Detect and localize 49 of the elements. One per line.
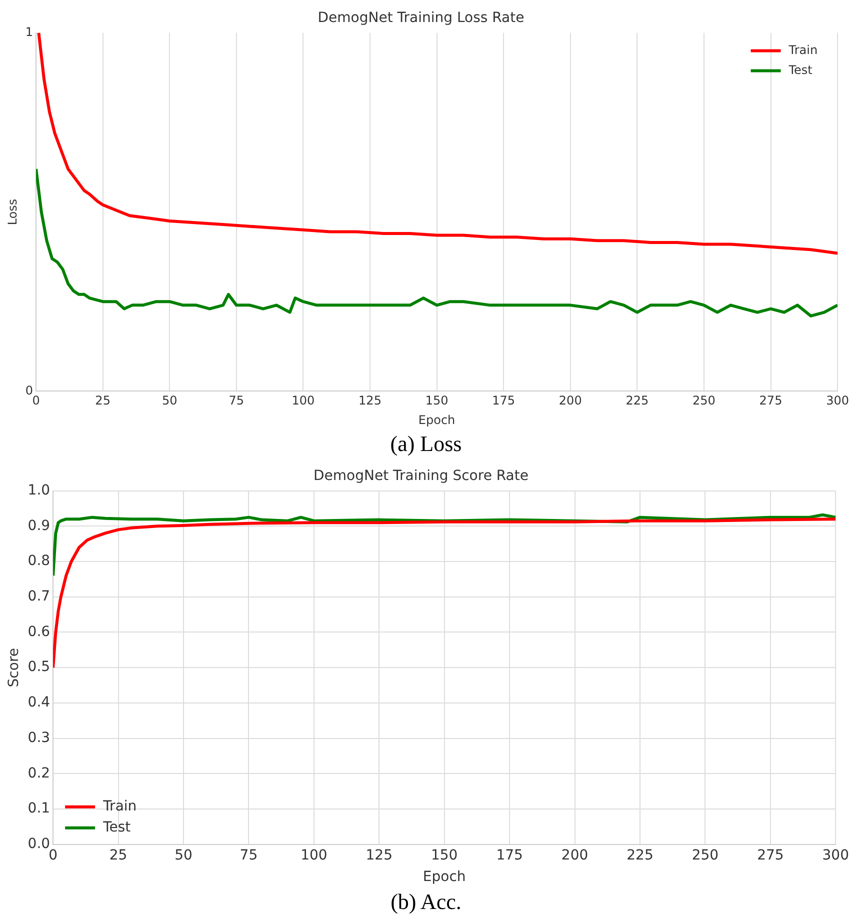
x-tick-label: 250 <box>692 394 716 408</box>
legend-label: Test <box>788 62 813 77</box>
x-axis-title: Epoch <box>422 869 466 886</box>
x-tick-label: 200 <box>558 394 582 408</box>
chart-title: DemogNet Training Loss Rate <box>318 10 524 26</box>
y-tick-label: 0.2 <box>28 765 50 782</box>
y-tick-label: 0.6 <box>28 624 50 640</box>
y-tick-label: 0.5 <box>28 659 50 676</box>
x-tick-label: 250 <box>692 847 719 864</box>
x-tick-label: 50 <box>174 847 192 864</box>
y-axis-title: Score <box>6 648 22 688</box>
x-tick-label: 75 <box>240 847 258 864</box>
text: (a) Loss <box>389 430 463 458</box>
x-tick-label: 150 <box>425 394 448 408</box>
x-tick-label: 25 <box>95 394 110 408</box>
x-tick-label: 150 <box>430 847 458 864</box>
x-tick-label: 100 <box>292 394 315 408</box>
x-tick-label: 225 <box>626 847 654 864</box>
y-tick-label: 1.0 <box>28 482 50 498</box>
y-tick-label: 0.8 <box>28 553 50 570</box>
y-tick-label: 0.3 <box>28 730 50 746</box>
x-tick-label: 300 <box>826 394 849 408</box>
x-tick-label: 125 <box>366 847 393 864</box>
y-tick-label: 0.1 <box>28 800 50 817</box>
legend-label: Train <box>788 42 818 57</box>
legend-label: Test <box>102 820 132 836</box>
x-tick-label: 225 <box>626 394 649 408</box>
x-axis-title: Epoch <box>418 412 456 427</box>
y-tick-label: 0.0 <box>28 836 50 852</box>
y-tick-label: 0 <box>25 383 34 398</box>
x-tick-label: 175 <box>492 394 516 408</box>
x-tick-label: 300 <box>822 847 850 864</box>
x-tick-label: 275 <box>759 394 782 408</box>
x-tick-label: 50 <box>162 394 178 408</box>
x-tick-label: 200 <box>561 847 588 864</box>
chart-title: DemogNet Training Score Rate <box>314 468 528 484</box>
x-tick-label: 125 <box>358 394 382 408</box>
x-tick-label: 275 <box>757 847 784 864</box>
x-tick-label: 175 <box>496 847 523 864</box>
x-tick-label: 75 <box>228 394 244 408</box>
y-tick-label: 1 <box>25 24 34 39</box>
legend-label: Train <box>102 798 137 815</box>
y-tick-label: 0.4 <box>28 694 50 711</box>
x-tick-label: 100 <box>300 847 328 864</box>
y-tick-label: 0.9 <box>28 518 50 534</box>
text: (b) Acc. <box>390 888 462 916</box>
x-tick-label: 25 <box>109 847 128 864</box>
y-axis-title: Loss <box>5 198 20 226</box>
y-tick-label: 0.7 <box>28 588 50 605</box>
